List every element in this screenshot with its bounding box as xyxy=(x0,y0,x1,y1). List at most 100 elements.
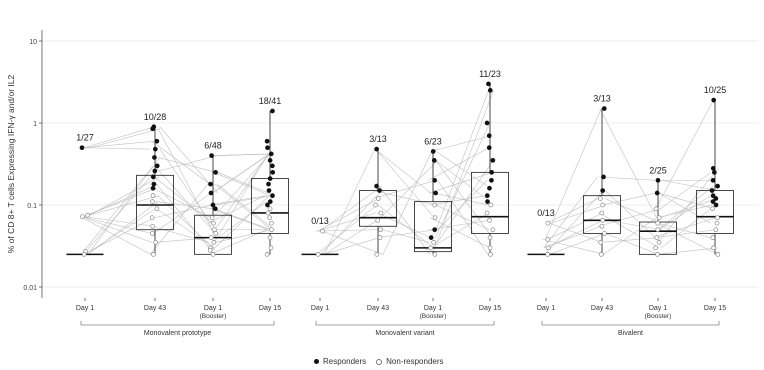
non-responder-point xyxy=(269,227,274,233)
ratio-label: 3/13 xyxy=(369,134,387,144)
non-responder-point xyxy=(150,231,155,236)
responder-point xyxy=(709,188,715,193)
subject-line xyxy=(213,153,271,156)
non-responder-point xyxy=(602,231,607,236)
responder-point xyxy=(710,177,716,183)
subject-line xyxy=(212,153,271,218)
responder-point xyxy=(79,145,85,151)
subject-line xyxy=(435,151,491,189)
responder-point xyxy=(270,170,276,175)
subject-line xyxy=(658,192,711,224)
subject-line xyxy=(542,239,605,255)
responder-point xyxy=(484,193,490,199)
subject-line xyxy=(432,90,494,255)
responder-point xyxy=(710,193,716,199)
x-tick-label: Day 1 xyxy=(537,305,555,312)
box xyxy=(583,195,621,234)
non-responder-point xyxy=(714,220,720,226)
subject-line xyxy=(156,183,215,255)
ratio-label: 11/23 xyxy=(479,69,501,79)
responder-point xyxy=(213,170,218,175)
subject-line xyxy=(154,204,213,219)
subject-line xyxy=(213,172,271,196)
x-tick-sublabel: (Booster) xyxy=(200,313,227,320)
x-tick-label: Day 15 xyxy=(259,305,281,312)
non-responder-point xyxy=(545,220,551,226)
box xyxy=(696,190,734,234)
group-label: Bivalent xyxy=(618,330,643,337)
non-responder-point xyxy=(545,245,551,251)
subject-line xyxy=(658,195,711,230)
legend-marker-filled xyxy=(314,359,319,364)
subject-line xyxy=(89,157,161,252)
non-responder-point xyxy=(267,206,273,212)
subject-line xyxy=(159,148,219,234)
non-responder-point xyxy=(150,223,155,229)
responder-point xyxy=(489,170,494,175)
subject-line xyxy=(79,147,151,150)
subject-line xyxy=(599,176,656,181)
subject-line xyxy=(84,216,155,227)
subject-line xyxy=(599,212,660,249)
non-responder-point xyxy=(378,210,384,216)
subject-line xyxy=(543,176,598,249)
x-tick-sublabel: (Booster) xyxy=(420,313,447,320)
non-responder-point xyxy=(211,240,217,245)
y-tick-label: 10 xyxy=(29,39,37,46)
subject-line xyxy=(159,155,218,172)
responder-point xyxy=(267,176,273,181)
legend-item-non-responders: Non-responders xyxy=(376,357,444,366)
subject-line xyxy=(429,180,488,238)
responder-point xyxy=(150,126,156,132)
subject-line xyxy=(430,212,490,249)
subject-line xyxy=(605,233,659,255)
x-tick-label: Day 1 xyxy=(204,305,222,312)
non-responder-point xyxy=(653,245,658,251)
subject-line xyxy=(656,204,713,219)
subject-line xyxy=(207,195,266,224)
responder-point xyxy=(266,188,272,193)
non-responder-point xyxy=(149,215,155,221)
responder-point xyxy=(267,158,273,163)
subject-line xyxy=(215,229,273,243)
responder-point xyxy=(710,199,716,204)
legend: Responders Non-responders xyxy=(314,357,444,366)
non-responder-point xyxy=(545,237,551,242)
subject-line xyxy=(154,165,213,230)
group-label: Monovalent variant xyxy=(375,330,434,337)
group-bracket xyxy=(315,321,495,326)
subject-line xyxy=(657,168,719,243)
responder-point xyxy=(486,133,492,139)
subject-line xyxy=(81,216,152,243)
non-responder-point xyxy=(373,202,378,208)
subject-line xyxy=(81,216,152,234)
subject-line xyxy=(373,179,437,199)
subject-line xyxy=(434,122,491,238)
responder-point xyxy=(210,202,216,208)
subject-line xyxy=(323,237,380,255)
responder-point xyxy=(433,190,438,196)
non-responder-point xyxy=(488,202,494,208)
y-axis-title: % of CD 8+ T cells Expressing IFN-γ and/… xyxy=(6,74,16,253)
non-responder-point xyxy=(656,240,662,245)
subject-line xyxy=(215,195,273,206)
subject-line xyxy=(429,217,491,249)
legend-marker-open xyxy=(376,358,383,365)
subject-line xyxy=(382,151,432,255)
subject-line xyxy=(655,99,714,209)
responder-point xyxy=(432,227,438,233)
grid-layer xyxy=(42,40,758,288)
subject-line xyxy=(159,126,218,194)
non-responder-point xyxy=(710,235,716,240)
responder-point xyxy=(486,145,492,151)
non-responder-point xyxy=(490,227,496,233)
responder-point xyxy=(713,196,719,201)
responder-point xyxy=(715,183,720,189)
subject-line xyxy=(211,195,270,251)
subject-line xyxy=(549,233,605,255)
responder-point xyxy=(486,81,491,87)
responder-point xyxy=(270,108,275,114)
subject-line xyxy=(315,229,379,232)
subject-line xyxy=(598,208,661,227)
non-responder-point xyxy=(432,215,438,221)
